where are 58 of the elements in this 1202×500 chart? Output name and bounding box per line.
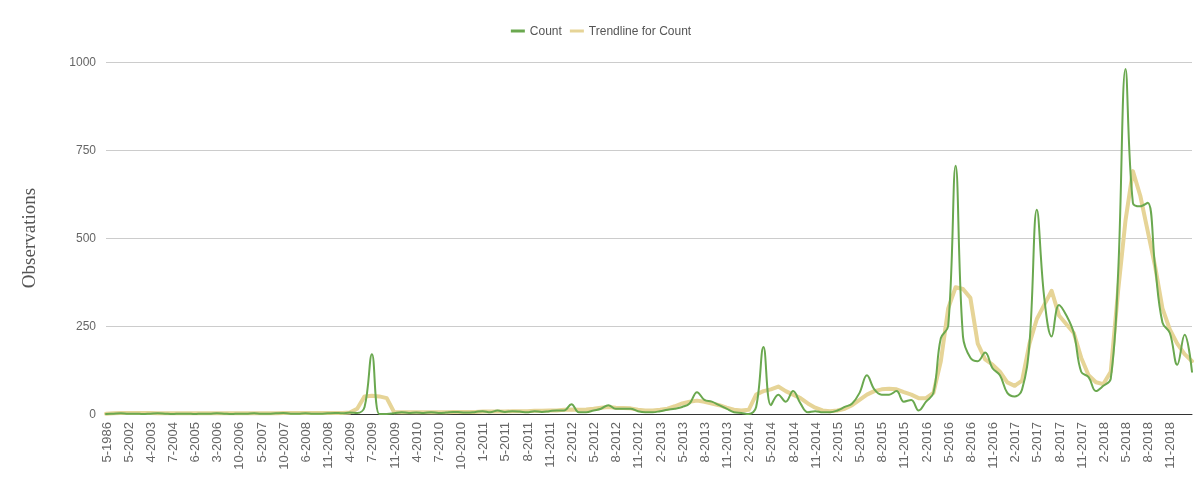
x-tick-label: 8-2015 (874, 422, 890, 463)
x-tick-label: 5-2007 (253, 422, 269, 463)
x-tick-label: 8-2012 (608, 422, 624, 463)
y-tick-label: 750 (75, 143, 97, 157)
x-tick-label: 11-2009 (386, 422, 402, 469)
x-tick-label: 2-2018 (1095, 422, 1111, 463)
x-tick-label: 4-2009 (342, 422, 358, 463)
x-tick-label: 5-2013 (674, 422, 690, 463)
x-tick-label: 11-2018 (1162, 422, 1178, 469)
x-tick-label: 11-2015 (896, 422, 912, 469)
x-tick-label: 5-2015 (852, 422, 868, 463)
line-series (105, 68, 1193, 415)
x-tick-label: 7-2009 (364, 422, 380, 463)
y-tick-label: 0 (89, 407, 97, 421)
x-tick-label: 5-1986 (98, 422, 114, 463)
x-tick-label: 2-2017 (1007, 422, 1023, 463)
x-tick-label: 8-2017 (1051, 422, 1067, 463)
x-tick-label: 11-2016 (985, 422, 1001, 469)
x-tick-label: 4-2010 (408, 422, 424, 463)
legend-label: Count (529, 24, 563, 38)
y-tick-label: 250 (75, 319, 97, 333)
x-tick-label: 2-2016 (918, 422, 934, 463)
y-tick-label: 1000 (69, 55, 97, 69)
x-tick-label: 5-2017 (1029, 422, 1045, 463)
x-tick-label: 7-2010 (430, 422, 446, 463)
y-axis-title: Observations (18, 187, 39, 289)
x-tick-label: 3-2006 (209, 422, 225, 463)
x-tick-label: 5-2018 (1118, 422, 1134, 463)
x-tick-label: 2-2013 (652, 422, 668, 463)
x-tick-label: 8-2018 (1140, 422, 1156, 463)
x-tick-label: 5-2002 (120, 422, 136, 463)
x-tick-label: 6-2005 (187, 422, 203, 463)
x-tick-label: 10-2007 (275, 422, 291, 470)
x-tick-label: 5-2011 (497, 422, 513, 462)
x-tick-label: 11-2011 (541, 422, 557, 468)
x-tick-label: 8-2014 (785, 422, 801, 463)
x-tick-label: 2-2012 (563, 422, 579, 463)
x-tick-label: 10-2010 (453, 422, 469, 470)
y-tick-label: 500 (75, 231, 97, 245)
x-tick-label: 6-2008 (297, 422, 313, 463)
x-tick-label: 11-2008 (320, 422, 336, 469)
x-tick-label: 1-2011 (475, 422, 491, 462)
legend-label: Trendline for Count (588, 24, 692, 38)
x-tick-label: 11-2017 (1073, 422, 1089, 469)
x-tick-label: 2-2014 (741, 422, 757, 463)
x-tick-label: 11-2013 (719, 422, 735, 469)
x-tick-label: 11-2014 (807, 422, 823, 469)
x-tick-label: 10-2006 (231, 422, 247, 470)
x-tick-label: 4-2003 (142, 422, 158, 463)
x-tick-label: 11-2012 (630, 422, 646, 469)
x-tick-label: 8-2016 (962, 422, 978, 463)
x-tick-label: 5-2016 (940, 422, 956, 463)
x-tick-label: 5-2012 (586, 422, 602, 463)
x-tick-label: 2-2015 (829, 422, 845, 463)
x-tick-label: 7-2004 (164, 422, 180, 463)
x-tick-label: 8-2011 (519, 422, 535, 462)
x-tick-label: 5-2014 (763, 422, 779, 463)
x-tick-label: 8-2013 (696, 422, 712, 463)
